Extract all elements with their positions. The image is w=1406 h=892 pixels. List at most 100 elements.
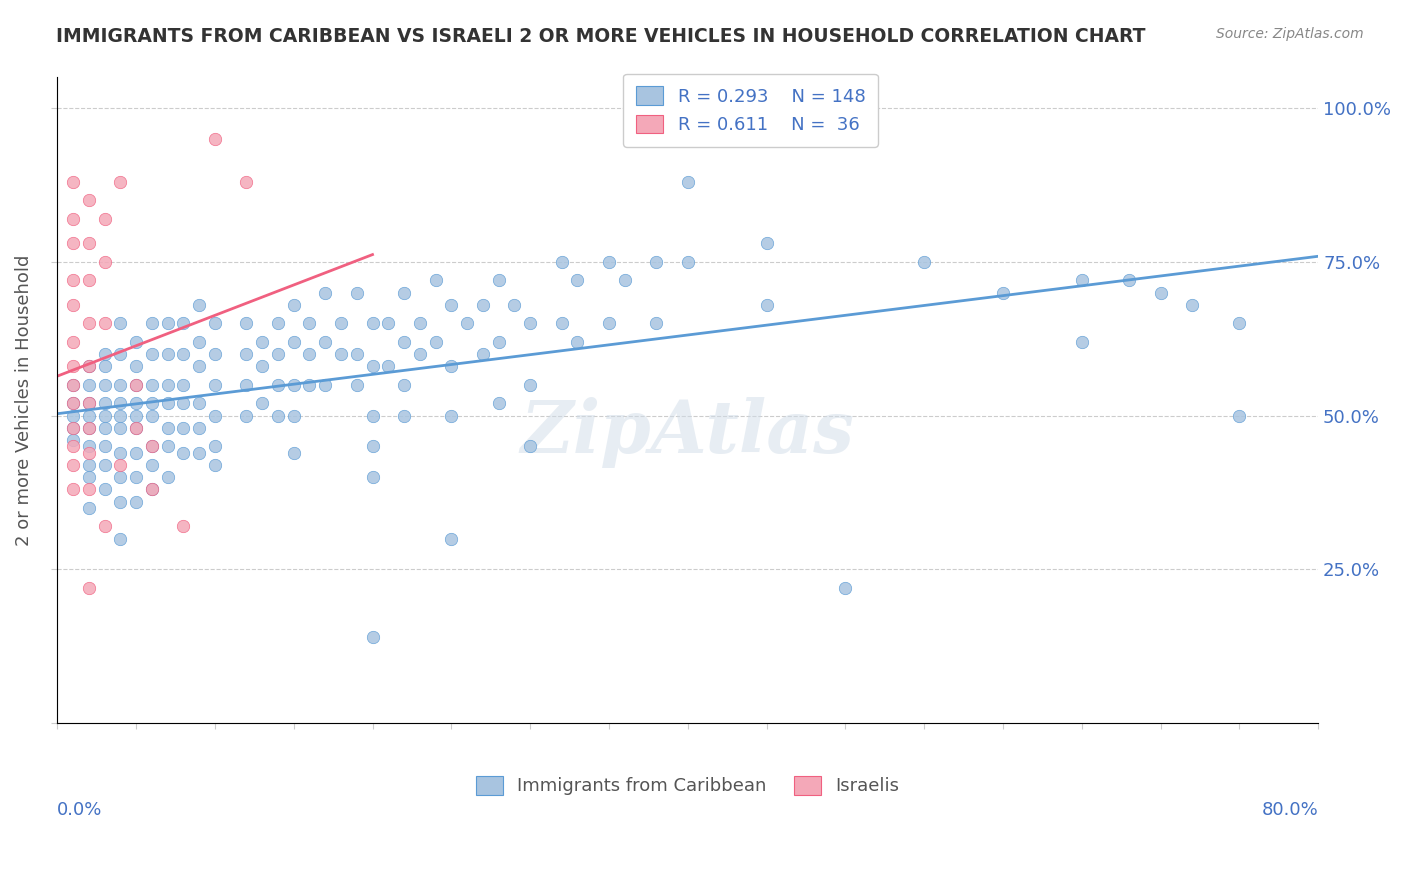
- Point: [62, 439, 84, 453]
- Point: [62, 298, 84, 312]
- Point: [361, 439, 384, 453]
- Point: [110, 421, 132, 435]
- Point: [440, 359, 463, 374]
- Point: [755, 236, 778, 251]
- Point: [93, 377, 115, 392]
- Point: [377, 359, 399, 374]
- Point: [77, 359, 100, 374]
- Point: [488, 273, 510, 287]
- Point: [110, 175, 132, 189]
- Point: [361, 359, 384, 374]
- Point: [283, 377, 305, 392]
- Point: [156, 347, 179, 361]
- Point: [267, 409, 290, 423]
- Point: [235, 317, 257, 331]
- Point: [267, 347, 290, 361]
- Point: [676, 255, 699, 269]
- Point: [62, 434, 84, 448]
- Point: [377, 317, 399, 331]
- Point: [346, 347, 368, 361]
- Point: [62, 273, 84, 287]
- Point: [172, 396, 194, 410]
- Point: [172, 445, 194, 459]
- Point: [77, 377, 100, 392]
- Point: [62, 377, 84, 392]
- Point: [77, 273, 100, 287]
- Point: [141, 439, 163, 453]
- Point: [1181, 298, 1204, 312]
- Text: Source: ZipAtlas.com: Source: ZipAtlas.com: [1216, 27, 1364, 41]
- Point: [62, 483, 84, 497]
- Y-axis label: 2 or more Vehicles in Household: 2 or more Vehicles in Household: [15, 254, 32, 546]
- Point: [110, 347, 132, 361]
- Point: [204, 439, 226, 453]
- Point: [392, 334, 415, 349]
- Point: [156, 317, 179, 331]
- Point: [250, 334, 273, 349]
- Point: [77, 396, 100, 410]
- Point: [93, 317, 115, 331]
- Point: [314, 285, 336, 300]
- Point: [156, 396, 179, 410]
- Legend: Immigrants from Caribbean, Israelis: Immigrants from Caribbean, Israelis: [467, 767, 908, 805]
- Point: [267, 317, 290, 331]
- Point: [110, 470, 132, 484]
- Text: 0.0%: 0.0%: [58, 800, 103, 819]
- Point: [77, 236, 100, 251]
- Point: [314, 377, 336, 392]
- Point: [110, 317, 132, 331]
- Point: [598, 255, 620, 269]
- Point: [488, 334, 510, 349]
- Point: [1149, 285, 1171, 300]
- Point: [314, 334, 336, 349]
- Point: [235, 175, 257, 189]
- Point: [991, 285, 1014, 300]
- Point: [519, 439, 541, 453]
- Point: [93, 347, 115, 361]
- Point: [298, 347, 321, 361]
- Point: [156, 377, 179, 392]
- Point: [141, 483, 163, 497]
- Point: [141, 396, 163, 410]
- Point: [62, 409, 84, 423]
- Point: [141, 483, 163, 497]
- Point: [141, 317, 163, 331]
- Point: [519, 377, 541, 392]
- Point: [188, 359, 211, 374]
- Point: [188, 445, 211, 459]
- Point: [110, 409, 132, 423]
- Point: [361, 470, 384, 484]
- Point: [77, 483, 100, 497]
- Point: [62, 211, 84, 226]
- Point: [125, 334, 148, 349]
- Point: [93, 458, 115, 472]
- Point: [93, 483, 115, 497]
- Point: [93, 255, 115, 269]
- Point: [519, 317, 541, 331]
- Point: [62, 421, 84, 435]
- Point: [141, 347, 163, 361]
- Point: [156, 421, 179, 435]
- Point: [156, 439, 179, 453]
- Point: [409, 347, 432, 361]
- Point: [204, 458, 226, 472]
- Point: [125, 445, 148, 459]
- Point: [77, 409, 100, 423]
- Point: [912, 255, 935, 269]
- Point: [361, 317, 384, 331]
- Point: [204, 377, 226, 392]
- Text: 80.0%: 80.0%: [1261, 800, 1319, 819]
- Point: [1227, 317, 1250, 331]
- Point: [755, 298, 778, 312]
- Point: [567, 273, 589, 287]
- Point: [188, 334, 211, 349]
- Point: [77, 458, 100, 472]
- Point: [77, 194, 100, 208]
- Point: [141, 377, 163, 392]
- Point: [77, 396, 100, 410]
- Point: [110, 532, 132, 546]
- Point: [62, 377, 84, 392]
- Point: [93, 396, 115, 410]
- Point: [267, 377, 290, 392]
- Text: ZipAtlas: ZipAtlas: [520, 397, 855, 468]
